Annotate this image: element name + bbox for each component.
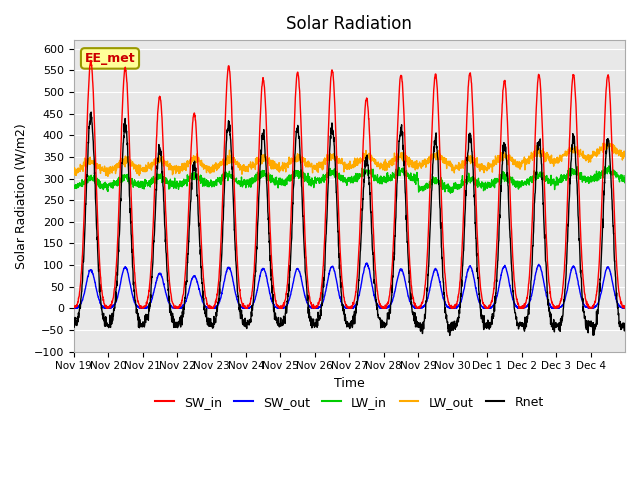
- Text: EE_met: EE_met: [84, 52, 135, 65]
- Y-axis label: Solar Radiation (W/m2): Solar Radiation (W/m2): [15, 123, 28, 269]
- X-axis label: Time: Time: [334, 377, 365, 390]
- Legend: SW_in, SW_out, LW_in, LW_out, Rnet: SW_in, SW_out, LW_in, LW_out, Rnet: [150, 391, 548, 414]
- Title: Solar Radiation: Solar Radiation: [286, 15, 412, 33]
